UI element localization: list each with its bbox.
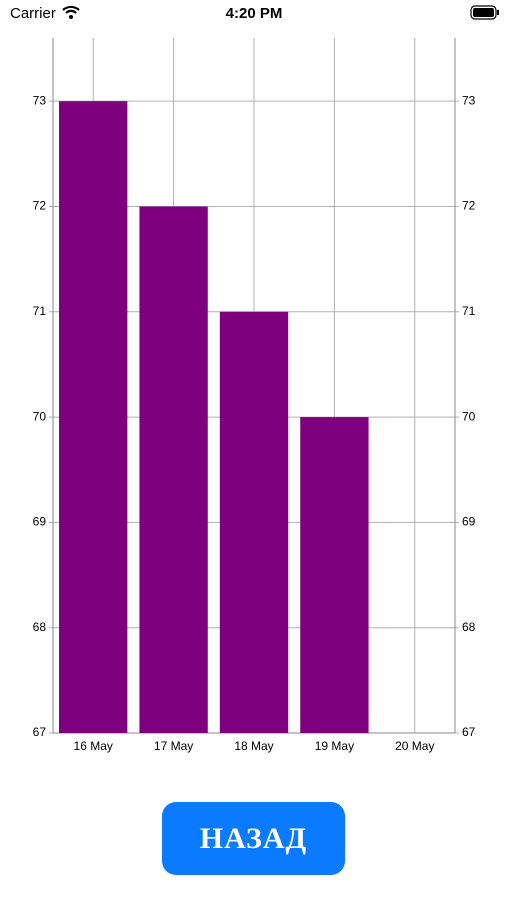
y-tick-label: 71: [33, 304, 47, 318]
y-tick-label: 69: [33, 515, 47, 529]
y2-tick-label: 71: [462, 304, 476, 318]
x-tick-label: 17 May: [154, 739, 193, 753]
chart: 67 68 69 70 71 72 73 67 68 69 70 71 72 73 16 May 17 May…: [33, 38, 476, 753]
x-tick-label: 19 May: [315, 739, 354, 753]
y-tick-label: 73: [33, 93, 47, 107]
wifi-icon: [62, 5, 80, 14]
y2-tick-label: 72: [462, 199, 476, 213]
y2-tick-label: 73: [462, 93, 476, 107]
y-tick-label: 72: [33, 199, 47, 213]
y-tick-label: 68: [33, 620, 47, 634]
bar: [139, 206, 208, 733]
y-tick-label: 70: [33, 409, 47, 423]
wifi-dot: [69, 15, 73, 19]
y-tick-label: 67: [33, 725, 47, 739]
battery: [470, 5, 497, 20]
y2-tick-label: 68: [462, 620, 476, 634]
y2-tick-label: 67: [462, 725, 476, 739]
clock: 4:20 PM: [226, 5, 283, 22]
bar: [300, 417, 369, 733]
y2-tick-label: 70: [462, 409, 476, 423]
carrier: Carrier: [10, 5, 56, 22]
bar: [59, 101, 128, 733]
y2-tick-label: 69: [462, 515, 476, 529]
back-button[interactable]: НАЗАД: [162, 802, 345, 875]
battery-cap: [497, 10, 499, 15]
battery-level: [473, 8, 494, 17]
bar: [219, 311, 289, 733]
x-tick-label: 20 May: [395, 739, 434, 753]
x-tick-label: 18 May: [234, 739, 273, 753]
x-tick-label: 16 May: [74, 739, 113, 753]
